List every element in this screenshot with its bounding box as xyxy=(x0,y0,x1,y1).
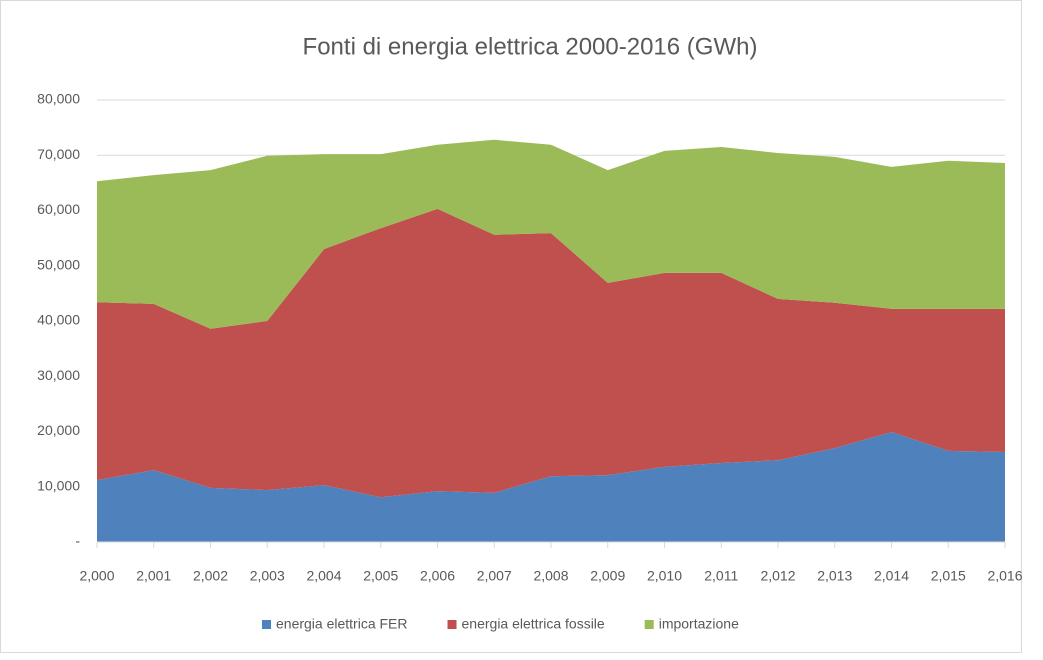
x-tick-label: 2,006 xyxy=(420,568,455,584)
y-tick-label: 70,000 xyxy=(37,146,80,162)
y-tick-label: 80,000 xyxy=(37,91,80,107)
legend-swatch xyxy=(644,620,654,629)
x-tick-label: 2,016 xyxy=(987,568,1022,584)
legend-label: importazione xyxy=(659,616,739,632)
area xyxy=(97,208,1005,498)
legend-swatch xyxy=(447,620,457,629)
x-tick-label: 2,009 xyxy=(590,568,625,584)
y-tick-label: 30,000 xyxy=(37,367,80,383)
legend-label: energia elettrica FER xyxy=(276,616,408,632)
x-tick-label: 2,005 xyxy=(363,568,398,584)
x-tick-label: 2,014 xyxy=(874,568,909,584)
legend-label: energia elettrica fossile xyxy=(462,616,605,632)
x-tick-label: 2,000 xyxy=(79,568,114,584)
x-tick-label: 2,003 xyxy=(250,568,285,584)
x-tick-label: 2,010 xyxy=(647,568,682,584)
x-tick-label: 2,013 xyxy=(817,568,852,584)
y-tick-label: 10,000 xyxy=(37,477,80,493)
x-tick-label: 2,011 xyxy=(704,568,738,584)
x-tick-label: 2,007 xyxy=(477,568,512,584)
x-tick-label: 2,008 xyxy=(533,568,568,584)
x-tick-label: 2,001 xyxy=(136,568,171,584)
y-tick-label: 40,000 xyxy=(37,312,80,328)
y-tick-label: 50,000 xyxy=(37,256,80,272)
y-tick-label: 20,000 xyxy=(37,422,80,438)
area xyxy=(97,139,1005,329)
x-tick-label: 2,004 xyxy=(306,568,341,584)
legend-swatch xyxy=(262,620,271,629)
area xyxy=(97,432,1005,542)
y-tick-label: - xyxy=(75,533,80,549)
chart-title: Fonti di energia elettrica 2000-2016 (GW… xyxy=(303,33,758,60)
x-tick-label: 2,002 xyxy=(193,568,228,584)
x-tick-label: 2,012 xyxy=(760,568,795,584)
y-tick-label: 60,000 xyxy=(37,201,80,217)
x-tick-label: 2,015 xyxy=(931,568,966,584)
